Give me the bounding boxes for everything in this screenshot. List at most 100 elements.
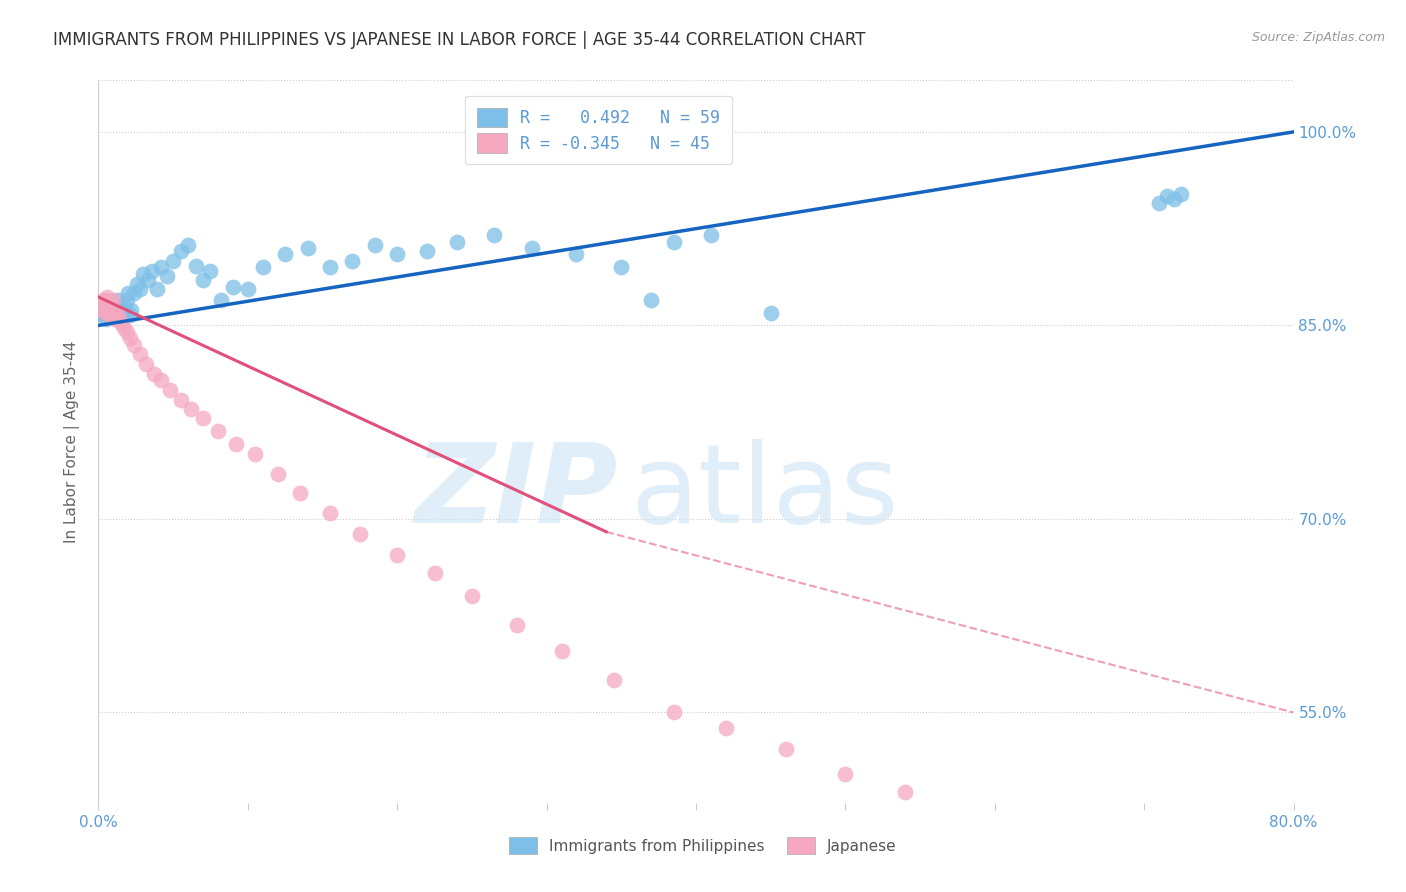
Point xyxy=(112,305,135,319)
Point xyxy=(89,305,111,319)
Point xyxy=(714,721,737,735)
Point xyxy=(364,238,387,252)
Text: atlas: atlas xyxy=(630,439,898,546)
Point xyxy=(169,393,191,408)
Point xyxy=(107,293,129,307)
Point xyxy=(288,486,311,500)
Point xyxy=(111,310,134,325)
Point xyxy=(385,247,409,261)
Point xyxy=(180,402,202,417)
Point xyxy=(96,305,118,319)
Point xyxy=(236,282,259,296)
Point xyxy=(150,373,173,387)
Point xyxy=(640,293,662,307)
Point xyxy=(98,302,122,317)
Point xyxy=(191,411,214,425)
Point xyxy=(225,437,247,451)
Point xyxy=(124,338,146,352)
Point xyxy=(207,424,229,438)
Point xyxy=(104,312,127,326)
Point xyxy=(94,293,117,307)
Point xyxy=(342,253,364,268)
Point xyxy=(96,290,118,304)
Point xyxy=(114,301,136,315)
Point xyxy=(115,325,138,339)
Point xyxy=(461,590,484,604)
Point xyxy=(97,308,120,322)
Point xyxy=(297,241,319,255)
Point xyxy=(222,279,245,293)
Point xyxy=(156,269,179,284)
Point xyxy=(136,273,159,287)
Point xyxy=(90,302,112,317)
Point xyxy=(141,264,163,278)
Point xyxy=(953,808,976,822)
Point xyxy=(120,302,142,317)
Point xyxy=(1147,195,1170,210)
Point xyxy=(103,308,125,322)
Point xyxy=(91,308,114,322)
Point xyxy=(105,299,128,313)
Point xyxy=(894,785,917,799)
Point xyxy=(700,228,723,243)
Point xyxy=(759,305,782,319)
Point xyxy=(129,347,152,361)
Point xyxy=(245,447,267,461)
Point xyxy=(274,247,297,261)
Point xyxy=(93,299,115,313)
Point xyxy=(112,321,135,335)
Point xyxy=(775,741,797,756)
Point xyxy=(484,228,506,243)
Point xyxy=(90,302,112,317)
Point xyxy=(127,277,149,292)
Point xyxy=(662,235,685,249)
Point xyxy=(550,643,572,657)
Point xyxy=(117,286,139,301)
Point xyxy=(200,264,222,278)
Point xyxy=(209,293,232,307)
Point xyxy=(94,312,117,326)
Point xyxy=(319,506,342,520)
Point xyxy=(129,282,152,296)
Point xyxy=(162,253,184,268)
Point xyxy=(662,706,685,720)
Point xyxy=(446,235,468,249)
Point xyxy=(91,293,114,307)
Point xyxy=(834,767,856,781)
Point xyxy=(118,331,141,345)
Point xyxy=(177,238,200,252)
Point xyxy=(267,467,290,481)
Point xyxy=(118,308,141,322)
Point xyxy=(101,295,124,310)
Point xyxy=(603,673,626,688)
Point xyxy=(107,308,129,322)
Text: ZIP: ZIP xyxy=(415,439,619,546)
Point xyxy=(142,368,165,382)
Point xyxy=(132,267,155,281)
Point xyxy=(565,247,588,261)
Point xyxy=(150,260,173,275)
Point xyxy=(135,357,157,371)
Legend: Immigrants from Philippines, Japanese: Immigrants from Philippines, Japanese xyxy=(498,824,908,866)
Point xyxy=(98,298,122,312)
Point xyxy=(105,305,128,319)
Point xyxy=(184,259,207,273)
Point xyxy=(110,316,132,330)
Point xyxy=(108,308,131,322)
Point xyxy=(1163,192,1185,206)
Legend: R =   0.492   N = 59, R = -0.345   N = 45: R = 0.492 N = 59, R = -0.345 N = 45 xyxy=(465,95,733,164)
Point xyxy=(191,273,214,287)
Y-axis label: In Labor Force | Age 35-44: In Labor Force | Age 35-44 xyxy=(63,341,80,542)
Point xyxy=(520,241,543,255)
Point xyxy=(1156,189,1178,203)
Point xyxy=(115,293,138,307)
Point xyxy=(97,308,120,322)
Point xyxy=(169,244,191,258)
Point xyxy=(89,299,111,313)
Point xyxy=(1170,186,1192,201)
Point xyxy=(506,617,529,632)
Point xyxy=(145,282,167,296)
Point xyxy=(319,260,342,275)
Point xyxy=(416,244,439,258)
Point xyxy=(349,527,371,541)
